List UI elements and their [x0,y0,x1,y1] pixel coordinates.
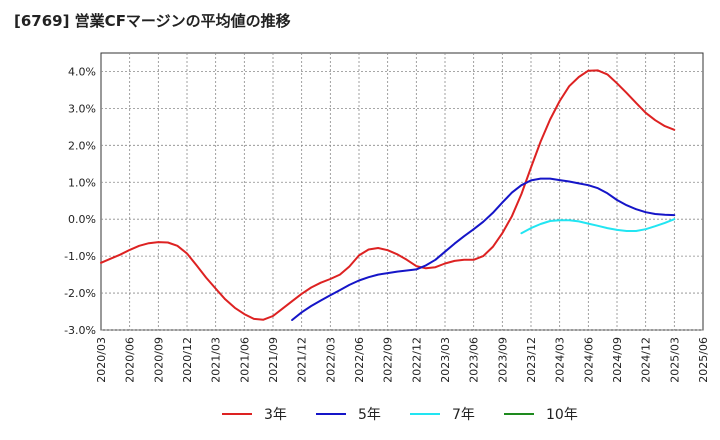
y-tick-label: 2.0% [68,139,96,152]
y-tick-label: 4.0% [68,65,96,78]
x-tick-label: 2020/09 [152,337,165,383]
series-line-3 [520,218,676,235]
x-tick-label: 2022/06 [353,337,366,383]
y-tick-label: 0.0% [68,213,96,226]
x-tick-label: 2023/06 [468,337,481,383]
x-tick-label: 2021/12 [296,337,309,383]
legend-label-3: 7年 [452,407,475,423]
x-tick-label: 2020/12 [181,337,194,383]
x-tick-label: 2020/03 [95,337,108,383]
plot-area [100,52,704,331]
x-tick-label: 2024/03 [554,337,567,383]
x-tick-label: 2023/09 [496,337,509,383]
x-tick-label: 2024/06 [582,337,595,383]
x-tick-label: 2022/09 [382,337,395,383]
x-tick-label: 2024/12 [640,337,653,383]
y-tick-label: 3.0% [68,102,96,115]
x-tick-label: 2022/03 [324,337,337,383]
y-tick-label: -2.0% [64,287,96,300]
y-tick-label: -1.0% [64,250,96,263]
x-tick-label: 2023/12 [525,337,538,383]
series-line-2 [291,177,676,321]
legend-label-4: 10年 [546,407,578,423]
x-tick-label: 2020/06 [124,337,137,383]
x-tick-label: 2022/12 [410,337,423,383]
legend-label-2: 5年 [358,407,381,423]
x-tick-label: 2024/09 [611,337,624,383]
x-tick-label: 2025/06 [697,337,710,383]
y-tick-label: 1.0% [68,176,96,189]
x-tick-label: 2021/06 [238,337,251,383]
x-tick-label: 2025/03 [668,337,681,383]
legend-label-1: 3年 [264,407,287,423]
x-tick-label: 2021/09 [267,337,280,383]
x-tick-label: 2023/03 [439,337,452,383]
x-tick-label: 2021/03 [210,337,223,383]
chart-title: [6769] 営業CFマージンの平均値の推移 [14,12,291,30]
y-tick-label: -3.0% [64,324,96,337]
series-line-1 [100,69,676,321]
